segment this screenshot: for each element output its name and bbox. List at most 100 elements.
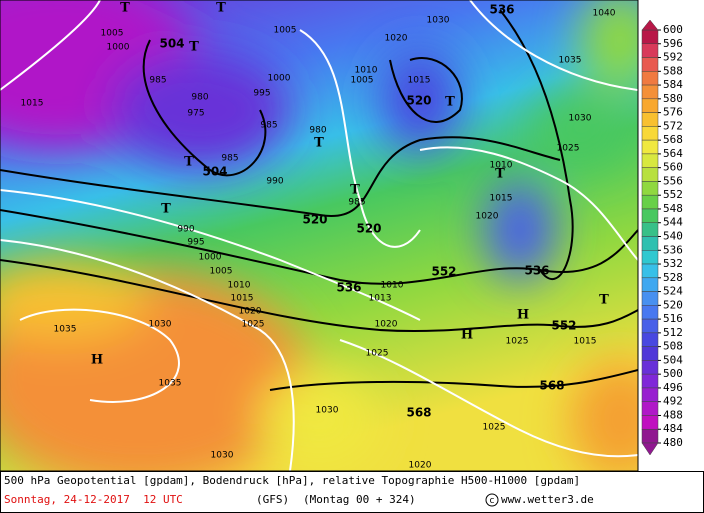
- pressure-label: 1010: [381, 281, 404, 291]
- caption-model: (GFS): [256, 493, 289, 506]
- pressure-label: 1000: [268, 74, 291, 84]
- scale-box: [641, 332, 659, 347]
- pressure-label: 1010: [490, 161, 513, 171]
- pressure-label: 1025: [242, 320, 265, 330]
- scale-label: 528: [663, 271, 683, 284]
- scale-label: 552: [663, 188, 683, 201]
- scale-box: [641, 153, 659, 168]
- pressure-label: 1010: [228, 281, 251, 291]
- pressure-label: 1000: [107, 43, 130, 53]
- scale-box: [641, 139, 659, 155]
- pressure-label: 1005: [351, 76, 374, 86]
- pressure-center-symbol: H: [461, 328, 473, 343]
- pressure-label: 990: [177, 225, 194, 235]
- scale-top-arrow: [641, 19, 659, 31]
- scale-label: 520: [663, 298, 683, 311]
- scale-box: [641, 167, 659, 182]
- pressure-label: 1035: [54, 325, 77, 335]
- scale-box: [641, 415, 659, 430]
- scale-label: 564: [663, 147, 683, 160]
- scale-box: [641, 222, 659, 237]
- pressure-center-symbol: T: [184, 155, 194, 170]
- scale-box: [641, 428, 659, 444]
- pressure-label: 985: [149, 76, 166, 86]
- scale-label: 576: [663, 106, 683, 119]
- caption-description: 500 hPa Geopotential [gpdam], Bodendruck…: [4, 474, 580, 487]
- scale-label: 556: [663, 174, 683, 187]
- scale-box: [641, 263, 659, 279]
- scale-label: 544: [663, 216, 683, 229]
- pressure-label: 980: [309, 126, 326, 136]
- pressure-label: 1020: [375, 320, 398, 330]
- pressure-label: 1030: [569, 114, 592, 124]
- scale-box: [641, 318, 659, 334]
- scale-bottom-arrow: [641, 442, 659, 456]
- pressure-label: 1035: [159, 379, 182, 389]
- pressure-center-symbol: T: [216, 1, 226, 16]
- pressure-center-symbol: T: [189, 40, 199, 55]
- pressure-label: 1020: [409, 461, 432, 471]
- pressure-label: 1015: [574, 337, 597, 347]
- scale-label: 504: [663, 353, 683, 366]
- scale-label: 496: [663, 381, 683, 394]
- pressure-label: 1015: [21, 99, 44, 109]
- pressure-label: 1025: [366, 349, 389, 359]
- scale-label: 580: [663, 92, 683, 105]
- pressure-label: 975: [187, 109, 204, 119]
- pressure-label: 1040: [593, 9, 616, 19]
- pressure-label: 1005: [274, 26, 297, 36]
- geopotential-label: 536: [489, 3, 514, 17]
- pressure-label: 1025: [557, 144, 580, 154]
- caption-run: (Montag 00 + 324): [303, 493, 416, 506]
- scale-box: [641, 84, 659, 100]
- pressure-label: 1015: [408, 76, 431, 86]
- pressure-label: 1010: [355, 66, 378, 76]
- scale-label: 480: [663, 436, 683, 449]
- geopotential-label: 568: [539, 379, 564, 393]
- geopotential-label: 504: [202, 165, 227, 179]
- scale-label: 568: [663, 133, 683, 146]
- scale-label: 536: [663, 243, 683, 256]
- scale-box: [641, 57, 659, 72]
- pressure-label: 1020: [239, 307, 262, 317]
- scale-box: [641, 208, 659, 223]
- pressure-center-symbol: H: [517, 308, 529, 323]
- geopotential-label: 568: [406, 406, 431, 420]
- scale-label: 512: [663, 326, 683, 339]
- pressure-label: 990: [266, 177, 283, 187]
- pressure-label: 1025: [483, 423, 506, 433]
- geopotential-label: 520: [302, 213, 327, 227]
- scale-label: 540: [663, 230, 683, 243]
- scale-label: 592: [663, 51, 683, 64]
- scale-box: [641, 387, 659, 402]
- scale-label: 532: [663, 257, 683, 270]
- scale-label: 508: [663, 340, 683, 353]
- pressure-label: 985: [221, 154, 238, 164]
- caption-date: Sonntag, 24-12-2017 12 UTC: [4, 493, 183, 506]
- pressure-label: 1015: [490, 194, 513, 204]
- scale-label: 572: [663, 119, 683, 132]
- scale-box: [641, 277, 659, 292]
- geopotential-label: 536: [524, 264, 549, 278]
- scale-box: [641, 29, 659, 45]
- pressure-label: 1013: [369, 294, 392, 304]
- pressure-label: 1020: [476, 212, 499, 222]
- pressure-label: 1030: [149, 320, 172, 330]
- pressure-center-symbol: H: [91, 353, 103, 368]
- map-area: [0, 0, 638, 471]
- pressure-center-symbol: T: [350, 183, 360, 198]
- pressure-label: 1015: [231, 294, 254, 304]
- pressure-label: 985: [348, 198, 365, 208]
- scale-box: [641, 236, 659, 251]
- pressure-label: 995: [253, 89, 270, 99]
- pressure-center-symbol: T: [495, 167, 505, 182]
- pressure-label: 1030: [316, 406, 339, 416]
- pressure-label: 980: [191, 93, 208, 103]
- scale-label: 548: [663, 202, 683, 215]
- scale-box: [641, 401, 659, 416]
- scale-box: [641, 360, 659, 375]
- geopotential-label: 552: [551, 319, 576, 333]
- pressure-label: 1025: [506, 337, 529, 347]
